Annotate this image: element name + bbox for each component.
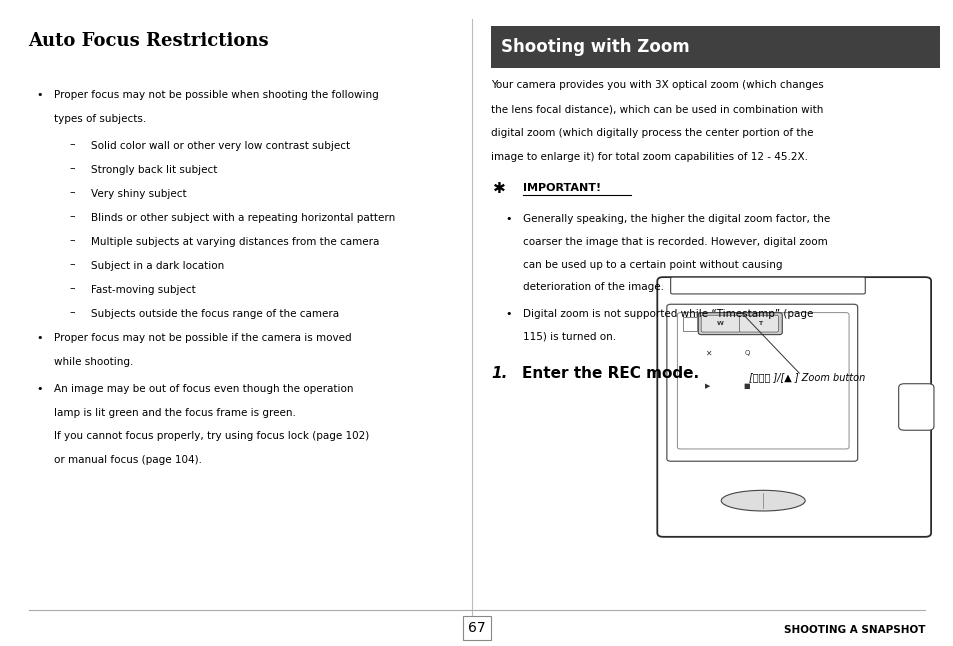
Text: the lens focal distance), which can be used in combination with: the lens focal distance), which can be u… — [491, 104, 822, 114]
Text: Solid color wall or other very low contrast subject: Solid color wall or other very low contr… — [91, 141, 350, 151]
Text: ✕: ✕ — [704, 349, 710, 358]
Text: Q: Q — [743, 350, 749, 357]
Text: types of subjects.: types of subjects. — [54, 114, 147, 124]
Text: Shooting with Zoom: Shooting with Zoom — [500, 37, 689, 56]
Text: Multiple subjects at varying distances from the camera: Multiple subjects at varying distances f… — [91, 237, 378, 247]
Text: deterioration of the image.: deterioration of the image. — [522, 282, 663, 292]
Text: Very shiny subject: Very shiny subject — [91, 189, 186, 199]
Text: can be used up to a certain point without causing: can be used up to a certain point withou… — [522, 260, 781, 269]
FancyBboxPatch shape — [700, 315, 740, 332]
Text: Your camera provides you with 3X optical zoom (which changes: Your camera provides you with 3X optical… — [491, 80, 823, 90]
Text: An image may be out of focus even though the operation: An image may be out of focus even though… — [54, 384, 354, 393]
Text: Digital zoom is not supported while “Timestamp” (page: Digital zoom is not supported while “Tim… — [522, 309, 812, 318]
Text: If you cannot focus properly, try using focus lock (page 102): If you cannot focus properly, try using … — [54, 432, 369, 441]
FancyBboxPatch shape — [739, 315, 778, 332]
Ellipse shape — [720, 490, 804, 511]
Text: Enter the REC mode.: Enter the REC mode. — [521, 366, 699, 380]
Text: ✱: ✱ — [493, 181, 505, 196]
FancyBboxPatch shape — [677, 313, 848, 449]
Text: Auto Focus Restrictions: Auto Focus Restrictions — [29, 32, 269, 50]
Text: •: • — [36, 90, 43, 100]
Text: Blinds or other subject with a repeating horizontal pattern: Blinds or other subject with a repeating… — [91, 213, 395, 223]
Text: lamp is lit green and the focus frame is green.: lamp is lit green and the focus frame is… — [54, 408, 296, 417]
Text: 1.: 1. — [491, 366, 507, 380]
Text: •: • — [36, 333, 43, 342]
Text: •: • — [505, 214, 512, 224]
Text: –: – — [70, 163, 75, 173]
Text: or manual focus (page 104).: or manual focus (page 104). — [54, 455, 202, 465]
Text: W: W — [717, 321, 723, 326]
FancyBboxPatch shape — [657, 277, 930, 537]
Text: Strongly back lit subject: Strongly back lit subject — [91, 165, 216, 175]
Text: 115) is turned on.: 115) is turned on. — [522, 331, 616, 341]
Text: –: – — [70, 235, 75, 245]
Text: –: – — [70, 211, 75, 221]
FancyBboxPatch shape — [666, 304, 857, 461]
Text: image to enlarge it) for total zoom capabilities of 12 - 45.2X.: image to enlarge it) for total zoom capa… — [491, 152, 807, 162]
FancyBboxPatch shape — [898, 384, 933, 430]
FancyBboxPatch shape — [682, 317, 697, 331]
Text: [⎕⎕⎕ ]/[▲ ] Zoom button: [⎕⎕⎕ ]/[▲ ] Zoom button — [748, 372, 864, 382]
Text: coarser the image that is recorded. However, digital zoom: coarser the image that is recorded. Howe… — [522, 237, 826, 247]
Text: while shooting.: while shooting. — [54, 357, 133, 366]
Text: –: – — [70, 283, 75, 293]
FancyBboxPatch shape — [698, 313, 781, 335]
Text: –: – — [70, 140, 75, 149]
Text: Generally speaking, the higher the digital zoom factor, the: Generally speaking, the higher the digit… — [522, 214, 829, 224]
Text: Proper focus may not be possible if the camera is moved: Proper focus may not be possible if the … — [54, 333, 352, 342]
Text: –: – — [70, 187, 75, 197]
Text: ■: ■ — [743, 382, 749, 389]
Text: SHOOTING A SNAPSHOT: SHOOTING A SNAPSHOT — [783, 625, 924, 636]
Text: T: T — [757, 321, 761, 326]
Text: IMPORTANT!: IMPORTANT! — [522, 183, 600, 193]
Text: •: • — [505, 309, 512, 318]
Text: Subject in a dark location: Subject in a dark location — [91, 261, 224, 271]
Text: ▶: ▶ — [704, 382, 710, 389]
FancyBboxPatch shape — [491, 26, 939, 68]
Text: Proper focus may not be possible when shooting the following: Proper focus may not be possible when sh… — [54, 90, 378, 100]
FancyBboxPatch shape — [670, 277, 864, 294]
Text: digital zoom (which digitally process the center portion of the: digital zoom (which digitally process th… — [491, 128, 813, 138]
Text: Fast-moving subject: Fast-moving subject — [91, 285, 195, 295]
Text: –: – — [70, 259, 75, 269]
Text: –: – — [70, 307, 75, 317]
Text: 67: 67 — [468, 621, 485, 635]
Text: •: • — [36, 384, 43, 393]
Text: Subjects outside the focus range of the camera: Subjects outside the focus range of the … — [91, 309, 338, 318]
